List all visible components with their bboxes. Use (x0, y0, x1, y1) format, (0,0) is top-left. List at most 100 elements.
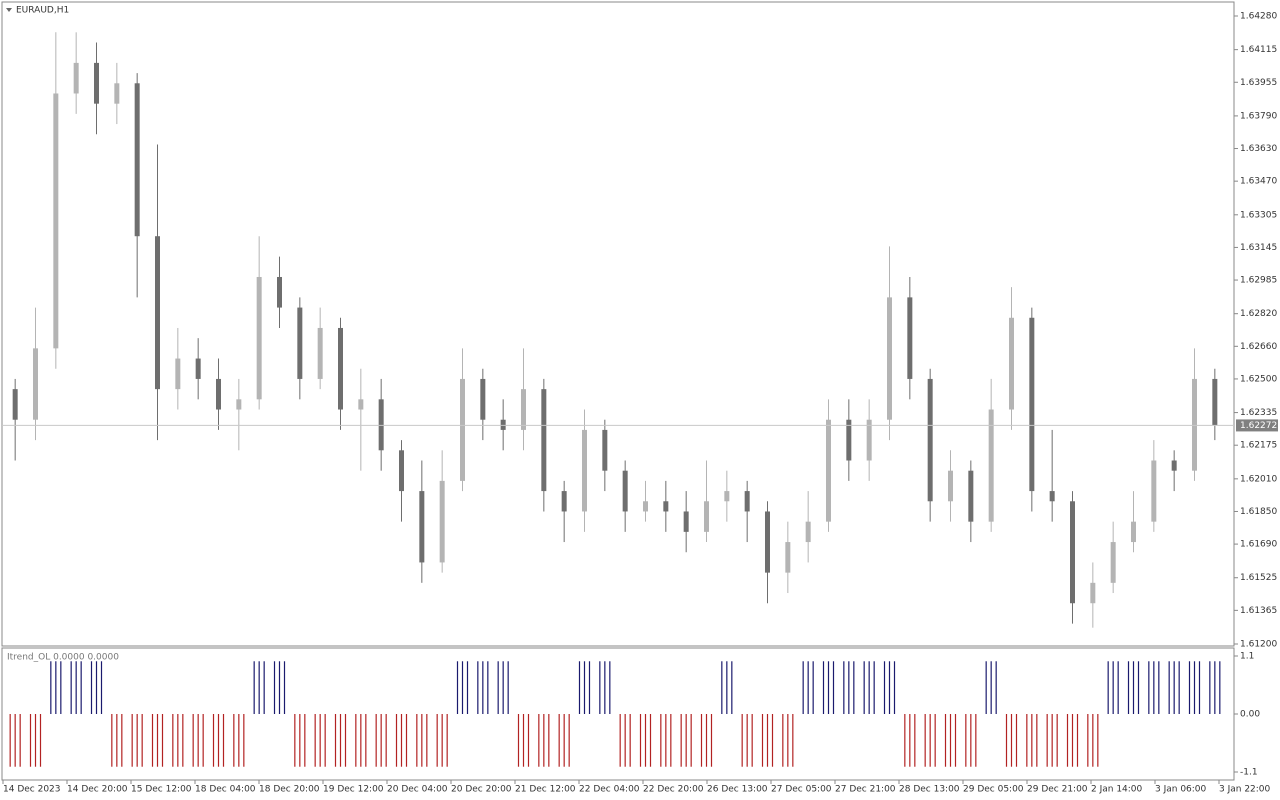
x-tick-label: 29 Dec 21:00 (1027, 785, 1088, 795)
chart-title: EURAUD,H1 (16, 6, 69, 16)
y-tick-label: 1.61200 (1240, 640, 1277, 650)
candle-body (561, 491, 567, 512)
x-tick-label: 20 Dec 04:00 (387, 785, 448, 795)
x-tick-label: 3 Jan 22:00 (1219, 785, 1271, 795)
x-tick-label: 26 Dec 13:00 (707, 785, 768, 795)
candle-body (1070, 501, 1075, 604)
candle-body (765, 511, 770, 573)
candle-body (399, 450, 404, 492)
y-tick-label: 1.61690 (1240, 540, 1277, 550)
candle-body (236, 399, 242, 410)
y-tick-label: 1.62985 (1240, 276, 1277, 286)
candle-body (53, 93, 59, 349)
x-tick-label: 2 Jan 14:00 (1091, 785, 1143, 795)
candle-body (582, 429, 587, 512)
candle-body (683, 511, 689, 532)
x-tick-label: 20 Dec 20:00 (451, 785, 512, 795)
candle-body (887, 297, 892, 420)
candle-body (602, 429, 608, 471)
candle-body (358, 399, 364, 410)
x-tick-label: 18 Dec 04:00 (195, 785, 256, 795)
y-tick-label: 1.61365 (1240, 606, 1277, 616)
y-tick-label: 1.63470 (1240, 177, 1277, 187)
candle-body (1090, 582, 1096, 604)
candle-body (439, 480, 445, 563)
candle-body (1212, 378, 1218, 426)
x-tick-label: 18 Dec 20:00 (259, 785, 320, 795)
candle-body (643, 501, 648, 512)
y-tick-label: 1.61850 (1240, 507, 1277, 517)
candle-body (907, 297, 913, 379)
y-tick-label: 1.63790 (1240, 111, 1277, 121)
x-tick-label: 27 Dec 05:00 (771, 785, 832, 795)
candle-body (866, 419, 872, 461)
x-tick-label: 22 Dec 04:00 (579, 785, 640, 795)
y-tick-label: 1.62660 (1240, 342, 1277, 352)
y-tick-label: 1.1 (1240, 652, 1254, 662)
candle-body (948, 470, 953, 502)
candle-body (134, 83, 140, 237)
candle-body (338, 327, 343, 410)
candle-body (94, 62, 99, 104)
candle-body (622, 470, 628, 512)
y-tick-label: 1.63955 (1240, 78, 1277, 88)
x-tick-label: 29 Dec 05:00 (963, 785, 1024, 795)
y-tick-label: 1.62010 (1240, 474, 1277, 484)
candle-body (12, 389, 18, 420)
candle-body (114, 83, 120, 104)
candle-body (277, 276, 282, 308)
x-tick-label: 14 Dec 2023 (3, 785, 61, 795)
main-panel (1, 1, 1235, 647)
candle-body (297, 307, 303, 379)
x-tick-label: 3 Jan 06:00 (1155, 785, 1207, 795)
y-tick-label: 1.64115 (1240, 45, 1277, 55)
candle-body (1151, 460, 1157, 522)
y-tick-label: 1.61525 (1240, 573, 1277, 583)
candle-body (73, 62, 79, 94)
candle-body (724, 491, 730, 502)
x-tick-label: 19 Dec 12:00 (323, 785, 384, 795)
candle-body (1131, 521, 1136, 543)
x-tick-label: 21 Dec 12:00 (515, 785, 576, 795)
candle-body (1029, 317, 1035, 492)
x-tick-label: 28 Dec 13:00 (899, 785, 960, 795)
candle-body (256, 276, 262, 400)
candle-body (541, 389, 547, 492)
x-tick-label: 22 Dec 20:00 (643, 785, 704, 795)
x-tick-label: 27 Dec 21:00 (835, 785, 896, 795)
candle-body (988, 409, 994, 522)
candle-body (378, 399, 384, 451)
candle-body (175, 358, 181, 390)
candle-body (216, 378, 221, 410)
candle-body (33, 348, 38, 420)
current-price-label: 1.62272 (1240, 421, 1277, 431)
candle-body (927, 378, 933, 502)
x-tick-label: 15 Dec 12:00 (131, 785, 192, 795)
y-tick-label: 1.62500 (1240, 374, 1277, 384)
menu-arrow[interactable] (6, 8, 12, 12)
y-tick-label: 1.63305 (1240, 210, 1277, 220)
candle-body (500, 419, 506, 430)
y-tick-label: 1.63630 (1240, 144, 1277, 154)
candle-body (744, 491, 750, 512)
candle-body (155, 236, 160, 390)
y-tick-label: 1.63145 (1240, 243, 1277, 253)
y-tick-label: 1.62175 (1240, 441, 1277, 451)
candle-body (480, 378, 486, 420)
candle-body (419, 491, 425, 563)
x-tick-label: 14 Dec 20:00 (67, 785, 128, 795)
candle-body (968, 470, 974, 522)
y-tick-label: 1.62820 (1240, 309, 1277, 319)
candle-body (663, 501, 669, 512)
y-tick-label: -1.1 (1240, 768, 1258, 778)
candle-body (704, 501, 709, 532)
candle-body (1110, 542, 1116, 583)
candle-body (1171, 460, 1177, 471)
candle-body (785, 542, 791, 573)
indicator-panel (1, 647, 1235, 781)
candle-body (846, 419, 852, 461)
candle-body (521, 389, 526, 430)
indicator-title: Itrend_OL 0.0000 0.0000 (7, 653, 119, 663)
